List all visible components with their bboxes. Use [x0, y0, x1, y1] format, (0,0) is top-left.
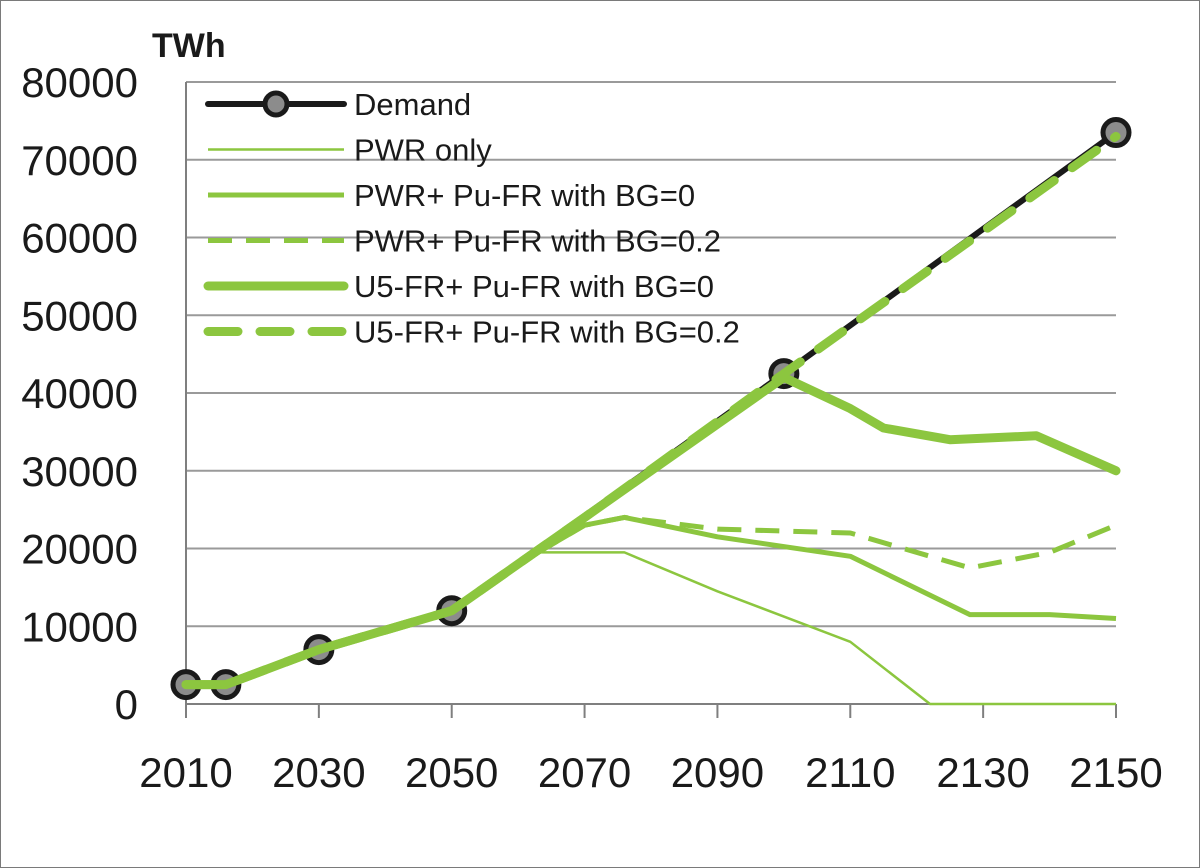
y-tick-30000: 30000	[21, 448, 138, 495]
legend-label-2: PWR+ Pu-FR with BG=0	[354, 178, 695, 213]
y-axis-unit-label: TWh	[152, 27, 226, 65]
y-tick-10000: 10000	[21, 603, 138, 650]
gridlines	[186, 81, 1116, 628]
x-tick-2010: 2010	[139, 749, 232, 796]
legend-marker-0	[262, 90, 290, 118]
x-tick-2150: 2150	[1069, 749, 1162, 796]
legend-label-3: PWR+ Pu-FR with BG=0.2	[354, 224, 721, 259]
legend: Demand PWR only PWR+ Pu-FR with BG=0 PWR+ P…	[203, 87, 740, 350]
y-tick-20000: 20000	[21, 526, 138, 573]
x-tick-2110: 2110	[805, 749, 895, 796]
y-tick-labels: 0 10000 20000 30000 40000 50000 60000 70000 8000…	[21, 59, 138, 728]
x-tick-2070: 2070	[538, 749, 631, 796]
y-tick-60000: 60000	[21, 215, 138, 262]
x-tick-2130: 2130	[936, 749, 1029, 796]
series-line-5	[181, 131, 1121, 690]
y-tick-50000: 50000	[21, 292, 138, 339]
y-tick-70000: 70000	[21, 137, 138, 184]
y-tick-0: 0	[115, 681, 138, 728]
y-tick-40000: 40000	[21, 370, 138, 417]
x-tick-2030: 2030	[272, 749, 365, 796]
legend-label-4: U5-FR+ Pu-FR with BG=0	[354, 269, 714, 304]
x-tick-2090: 2090	[671, 749, 764, 796]
series-line-0	[183, 129, 1119, 688]
series-line-1	[186, 551, 1116, 706]
x-tick-2050: 2050	[405, 749, 498, 796]
legend-label-0: Demand	[354, 87, 471, 122]
y-tick-80000: 80000	[21, 59, 138, 106]
x-tick-labels: 2010 2030 2050 2070 2090 2110 2130 2150	[139, 749, 1162, 796]
legend-label-5: U5-FR+ Pu-FR with BG=0.2	[354, 315, 740, 350]
series-lines	[170, 117, 1132, 706]
legend-label-1: PWR only	[354, 133, 492, 168]
